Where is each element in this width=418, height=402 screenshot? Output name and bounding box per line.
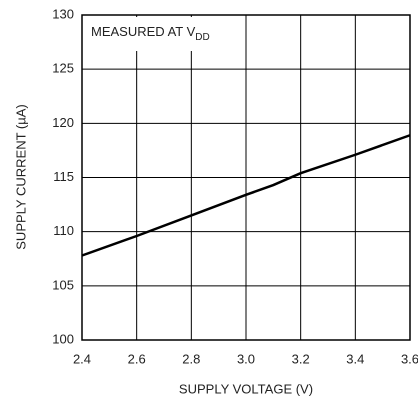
x-tick-label: 2.6 xyxy=(128,351,146,366)
y-axis-label: SUPPLY CURRENT (µA) xyxy=(13,104,28,249)
x-tick-label: 3.2 xyxy=(292,351,310,366)
data-line xyxy=(81,134,411,257)
plot-frame xyxy=(81,14,411,341)
x-tick-label: 3.4 xyxy=(346,351,364,366)
annotation-box xyxy=(84,17,234,51)
y-tick-label: 130 xyxy=(52,6,74,21)
annotation-text: MEASURED AT V xyxy=(91,24,196,39)
x-tick-label: 3.0 xyxy=(237,351,255,366)
y-tick-label: 115 xyxy=(53,169,74,184)
x-tick-label: 2.8 xyxy=(182,351,200,366)
x-tick-label: 2.4 xyxy=(73,351,91,366)
y-tick-label: 125 xyxy=(52,61,74,76)
y-tick-label: 120 xyxy=(52,115,74,130)
annotation: MEASURED AT VDD xyxy=(91,24,210,42)
annotation-subscript: DD xyxy=(195,32,209,43)
x-axis-label: SUPPLY VOLTAGE (V) xyxy=(179,381,313,396)
y-tick-label: 105 xyxy=(52,277,74,292)
y-tick-label: 100 xyxy=(52,331,74,346)
y-tick-label: 110 xyxy=(53,223,74,238)
x-tick-label: 3.6 xyxy=(401,351,418,366)
